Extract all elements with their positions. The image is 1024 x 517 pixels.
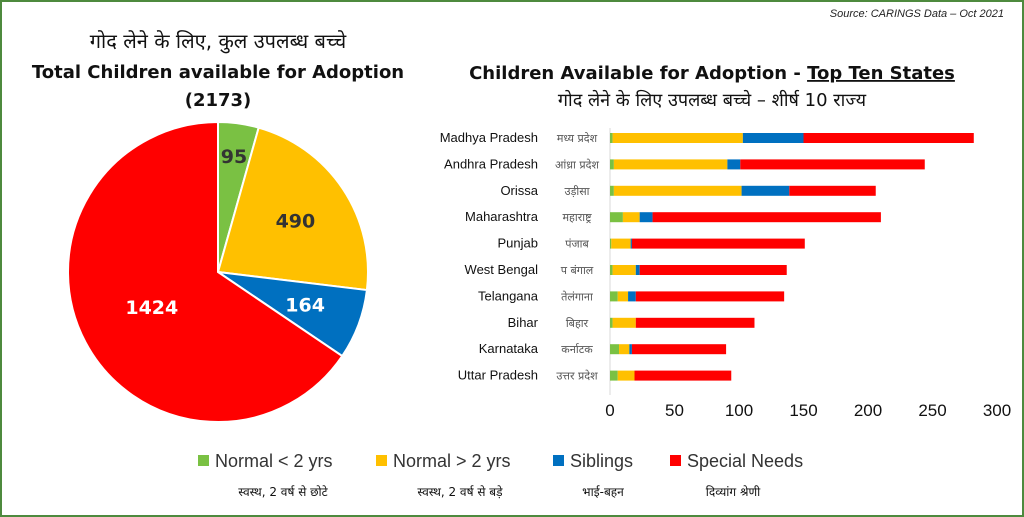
legend-label-hindi: स्वस्थ, 2 वर्ष से छोटे <box>238 485 328 499</box>
bar-segment <box>622 212 640 223</box>
bar-segment <box>610 238 612 249</box>
bar-segment <box>612 133 743 143</box>
bar-segment <box>803 133 974 143</box>
legend-swatch <box>553 455 564 466</box>
state-label-hindi: उड़ीसा <box>564 185 589 198</box>
pie-title-hindi: गोद लेने के लिए, कुल उपलब्ध बच्चे <box>90 29 347 54</box>
state-label: West Bengal <box>465 262 539 277</box>
bar-segment <box>610 344 620 355</box>
pie-value-label: 164 <box>285 295 325 317</box>
state-label: Telangana <box>478 288 539 303</box>
bar-segment <box>610 370 618 381</box>
bar-segment <box>630 238 632 249</box>
state-label: Uttar Pradesh <box>458 368 538 383</box>
bar-chart: Madhya Pradesh मध्य प्रदेश Andhra Pradesh आ… <box>440 128 1011 420</box>
legend-label-hindi: भाई-बहन <box>582 485 624 499</box>
state-label-hindi: कर्नाटक <box>561 343 593 356</box>
x-tick-label: 150 <box>789 401 817 420</box>
bar-segment <box>634 370 732 381</box>
legend-swatch <box>376 455 387 466</box>
bar-title-underlined: Top Ten States <box>807 63 955 84</box>
bar-segment <box>610 317 613 328</box>
bar-segment <box>652 212 881 223</box>
bar-chart-title: Children Available for Adoption - Top Te… <box>469 63 955 84</box>
bar-segment <box>639 265 787 275</box>
bar-segment <box>610 212 623 223</box>
bar-segment <box>610 291 618 302</box>
state-label-hindi: मध्य प्रदेश <box>557 132 598 145</box>
bar-segment <box>740 159 925 170</box>
state-label: Karnataka <box>479 341 539 356</box>
bar-segment <box>741 185 790 196</box>
bar-segment <box>742 133 804 143</box>
bar-segment <box>613 185 742 196</box>
state-label: Maharashtra <box>465 209 539 224</box>
bar-title-prefix: Children Available for Adoption - <box>469 63 807 84</box>
pie-slice-special-needs <box>67 120 344 423</box>
bar-segment <box>612 317 636 328</box>
state-label-hindi: बिहार <box>566 317 589 330</box>
bar-segment <box>639 212 653 223</box>
bar-title-hindi: गोद लेने के लिए उपलब्ध बच्चे – शीर्ष 10 … <box>558 89 867 111</box>
bar-segment <box>619 344 630 355</box>
state-label-hindi: तेलंगाना <box>561 290 593 303</box>
bar-segment <box>631 238 805 249</box>
bar-segment <box>610 159 614 170</box>
bar-segment <box>635 291 785 302</box>
bar-segment <box>613 159 728 170</box>
legend-label: Normal > 2 yrs <box>393 451 511 471</box>
legend-label-hindi: दिव्यांग श्रेणी <box>706 485 761 499</box>
state-label: Bihar <box>508 315 539 330</box>
bar-segment <box>617 291 629 302</box>
state-label: Andhra Pradesh <box>444 156 538 171</box>
x-tick-label: 100 <box>725 401 753 420</box>
source-note: Source: CARINGS Data – Oct 2021 <box>830 8 1004 20</box>
bar-segment <box>635 317 755 328</box>
state-label-hindi: उत्तर प्रदेश <box>556 370 598 383</box>
state-label: Madhya Pradesh <box>440 130 538 145</box>
bar-segment <box>611 238 631 249</box>
pie-title: Total Children available for Adoption <box>32 62 404 83</box>
bar-segment <box>628 291 636 302</box>
state-label-hindi: पंजाब <box>565 238 589 251</box>
x-tick-label: 200 <box>854 401 882 420</box>
legend-swatch <box>670 455 681 466</box>
legend-swatch <box>198 455 209 466</box>
bar-segment <box>727 159 741 170</box>
pie-value-label: 490 <box>276 210 316 232</box>
pie-chart: 95 490 164 1424 <box>67 120 369 423</box>
bar-segment <box>612 265 636 275</box>
bar-segment <box>610 185 614 196</box>
legend-label: Special Needs <box>687 451 803 471</box>
state-label-hindi: प बंगाल <box>561 264 594 277</box>
legend-label-hindi: स्वस्थ, 2 वर्ष से बड़े <box>417 485 503 499</box>
legend-label: Siblings <box>570 451 633 471</box>
x-tick-label: 50 <box>665 401 684 420</box>
pie-slice-normal-2-yrs <box>216 126 369 292</box>
x-tick-label: 250 <box>918 401 946 420</box>
bar-segment <box>610 133 613 143</box>
bar-segment <box>617 370 635 381</box>
state-label: Orissa <box>500 183 538 198</box>
legend: Normal < 2 yrs स्वस्थ, 2 वर्ष से छोटे Norm… <box>198 451 803 499</box>
pie-total: (2173) <box>185 90 252 111</box>
x-tick-label: 300 <box>983 401 1011 420</box>
legend-label: Normal < 2 yrs <box>215 451 333 471</box>
bar-segment <box>635 265 640 275</box>
bar-segment <box>789 185 876 196</box>
bar-segment <box>631 344 727 355</box>
bar-segment <box>629 344 632 355</box>
state-label-hindi: आंध्रा प्रदेश <box>555 158 599 171</box>
state-label: Punjab <box>498 236 538 251</box>
state-label-hindi: महाराष्ट्र <box>562 211 592 224</box>
x-tick-label: 0 <box>605 401 614 420</box>
bar-segment <box>610 265 613 275</box>
pie-value-label: 95 <box>221 146 247 168</box>
pie-value-label: 1424 <box>125 297 178 319</box>
